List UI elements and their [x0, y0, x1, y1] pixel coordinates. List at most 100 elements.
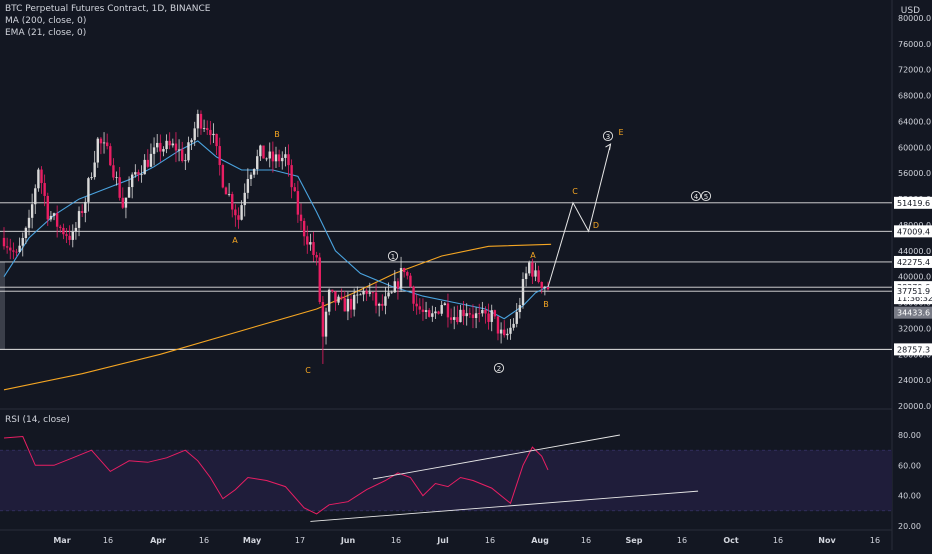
candle-body: [40, 169, 43, 184]
candle-body: [99, 138, 103, 144]
price-tick-label: 24000.0: [898, 376, 931, 385]
candle-body: [30, 204, 34, 218]
candle-body: [80, 211, 84, 213]
candle-body: [168, 140, 171, 146]
candle-body: [193, 128, 196, 141]
candle-body: [296, 191, 300, 215]
ema-legend[interactable]: EMA (21, close, 0): [5, 28, 87, 38]
time-tick-label: Aug: [531, 536, 549, 545]
time-tick-label: Nov: [818, 536, 836, 545]
rsi-tick-label: 80.00: [898, 431, 921, 440]
candle-body: [352, 294, 356, 310]
time-tick-label: 16: [485, 536, 495, 545]
ma-legend[interactable]: MA (200, close, 0): [5, 16, 87, 26]
rsi-legend[interactable]: RSI (14, close): [5, 415, 70, 425]
candle-body: [365, 290, 368, 294]
candle-body: [162, 149, 165, 152]
candle-body: [65, 234, 68, 236]
candle-body: [181, 149, 184, 162]
candle-body: [134, 172, 137, 175]
rsi-band: [0, 450, 892, 511]
level-label-bg: [894, 306, 932, 319]
candle-body: [506, 333, 509, 336]
level-label: 28757.3: [897, 345, 930, 354]
time-tick-label: Oct: [723, 536, 739, 545]
candle-body: [390, 292, 393, 294]
wave-number-circle: [602, 130, 614, 142]
candle-body: [459, 309, 462, 323]
time-tick-label: 16: [773, 536, 783, 545]
candle-body: [49, 215, 53, 220]
wave-letter-label: A: [232, 236, 238, 245]
candle-body: [474, 313, 478, 318]
countdown-label: 11:36:32: [897, 294, 932, 303]
candle-body: [159, 142, 162, 152]
candle-body: [102, 142, 106, 144]
wave-number-label: 1: [391, 253, 395, 261]
wave-letter-label: C: [572, 187, 578, 196]
candle-body: [218, 146, 221, 166]
candle-body: [453, 317, 456, 320]
candle-body: [306, 236, 309, 245]
candle-body: [302, 220, 306, 237]
candle-body: [206, 128, 209, 130]
candle-body: [543, 286, 547, 288]
wave-number-circle: [387, 250, 399, 262]
candle-body: [271, 151, 275, 162]
candle-body: [437, 311, 440, 314]
candle-body: [396, 281, 400, 289]
wave-letter-label: D: [593, 221, 599, 230]
candle-body: [318, 257, 321, 303]
level-label-bg: [894, 225, 932, 238]
range-marker: [0, 261, 5, 350]
candle-body: [481, 309, 484, 314]
wave-letter-label: E: [618, 128, 623, 137]
candle-body: [315, 254, 318, 258]
candle-body: [468, 313, 472, 315]
candle-body: [71, 231, 74, 240]
rsi-tick-label: 60.00: [898, 461, 921, 470]
candle-body: [503, 329, 506, 336]
candle-body: [471, 314, 475, 318]
candle-body: [427, 310, 431, 317]
candle-body: [418, 306, 422, 310]
candle-body: [478, 313, 481, 315]
time-tick-label: Jul: [436, 536, 449, 545]
candle-body: [499, 329, 503, 334]
candle-body: [224, 187, 228, 195]
price-tick-label: 20000.0: [898, 402, 931, 411]
time-tick-label: Apr: [150, 536, 166, 545]
candle-body: [118, 177, 121, 198]
candle-body: [93, 162, 96, 178]
candle-body: [109, 146, 112, 166]
level-label: 51419.6: [897, 199, 930, 208]
candle-body: [55, 213, 59, 227]
level-label: 42275.4: [897, 258, 930, 267]
level-label: 37751.9: [897, 287, 930, 296]
candle-body: [393, 281, 397, 293]
candle-body: [421, 309, 425, 312]
candle-body: [190, 140, 193, 143]
currency-label: USD: [900, 6, 920, 16]
candle-body: [137, 172, 140, 175]
time-tick-label: 16: [199, 536, 209, 545]
candle-body: [149, 153, 153, 167]
level-label-bg: [894, 196, 932, 209]
candle-body: [327, 289, 331, 312]
candle-body: [343, 298, 346, 312]
rsi-tick-label: 40.00: [898, 492, 921, 501]
candle-body: [124, 197, 128, 208]
candle-body: [243, 192, 246, 206]
candle-body: [284, 154, 287, 158]
candle-body: [34, 188, 37, 205]
candle-body: [299, 214, 303, 221]
level-label-bg: [894, 343, 932, 356]
candle-body: [490, 310, 493, 322]
symbol-legend[interactable]: BTC Perpetual Futures Contract, 1D, BINA…: [5, 4, 211, 14]
price-tick-label: 72000.0: [898, 66, 931, 75]
candle-body: [84, 201, 87, 213]
candle-body: [177, 149, 181, 151]
candle-body: [515, 312, 518, 324]
